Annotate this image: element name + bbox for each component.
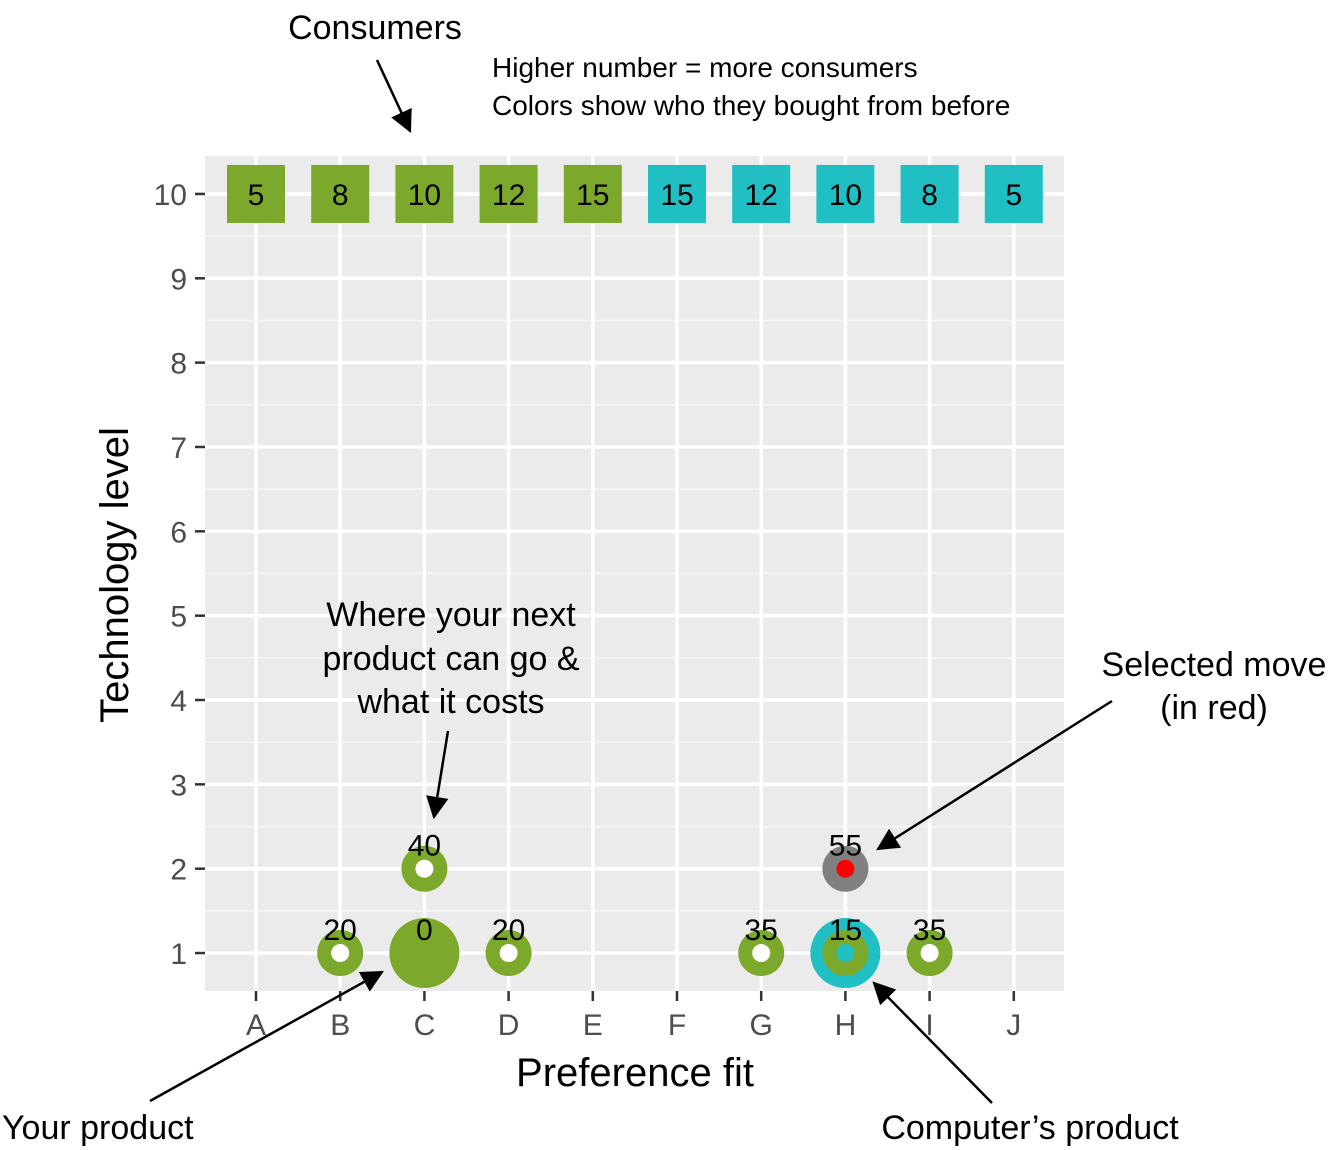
x-tick-label-C: C xyxy=(414,1009,436,1042)
consumer-tiles: 5 8 10 12 15 15 12 10 8 5 xyxy=(227,164,1043,223)
consumers-annotation: Consumers xyxy=(288,9,462,47)
selected-move-line-2: (in red) xyxy=(1160,689,1268,727)
x-tick-label-G: G xyxy=(750,1009,773,1042)
y-tick-label-1: 1 xyxy=(170,938,187,971)
x-tick-label-B: B xyxy=(330,1009,350,1042)
your-product-annotation: Your product xyxy=(2,1109,194,1147)
cost-label-B1: 20 xyxy=(324,914,357,947)
consumer-tile-E-label: 15 xyxy=(576,179,609,212)
y-tick-label-10: 10 xyxy=(154,179,187,212)
move-marker-B1-hole xyxy=(331,944,350,963)
selected-move-arrow xyxy=(876,699,1113,851)
consumer-tile-B xyxy=(311,164,370,223)
selected-move-dot xyxy=(836,859,855,878)
move-marker-C2-hole xyxy=(415,859,434,878)
next-product-arrow xyxy=(426,730,450,820)
consumer-tile-F xyxy=(648,164,706,223)
y-tick-label-6: 6 xyxy=(170,516,187,549)
x-axis-title: Preference fit xyxy=(516,1051,754,1095)
move-marker-G1-hole xyxy=(752,944,771,963)
y-tick-label-3: 3 xyxy=(170,769,187,802)
cost-label-G1: 35 xyxy=(745,914,778,947)
move-marker-H1-hole xyxy=(836,944,855,963)
legend-line-2: Colors show who they bought from before xyxy=(492,90,1010,121)
y-axis-title: Technology level xyxy=(93,427,137,723)
y-tick-label-9: 9 xyxy=(170,263,187,296)
consumer-tile-A xyxy=(227,164,285,223)
cost-label-C1: 0 xyxy=(416,914,433,947)
y-tick-label-4: 4 xyxy=(170,685,187,718)
your-product-marker xyxy=(389,918,460,989)
move-marker-I1-hole xyxy=(920,944,939,963)
cost-labels: 20 20 40 35 35 15 55 0 xyxy=(324,830,947,947)
y-tick-label-5: 5 xyxy=(170,601,187,634)
cost-label-H1: 15 xyxy=(829,914,862,947)
next-product-line-3: what it costs xyxy=(356,683,544,721)
computer-product-annotation: Computer’s product xyxy=(881,1109,1179,1147)
cost-label-C2: 40 xyxy=(408,830,441,863)
cost-label-I1: 35 xyxy=(913,914,946,947)
consumer-tile-G-label: 12 xyxy=(745,179,778,212)
computer-product-arrow xyxy=(872,981,993,1104)
cost-label-H2: 55 xyxy=(829,830,862,863)
consumer-tile-J xyxy=(984,164,1043,223)
x-tick-label-F: F xyxy=(668,1009,686,1042)
consumer-tile-J-label: 5 xyxy=(1005,179,1022,212)
product-markers xyxy=(317,845,953,989)
move-marker-D1-hole xyxy=(499,944,518,963)
cost-label-D1: 20 xyxy=(492,914,525,947)
consumer-tile-I-label: 8 xyxy=(921,179,938,212)
consumer-tile-H-label: 10 xyxy=(829,179,862,212)
y-tick-label-8: 8 xyxy=(170,348,187,381)
consumer-tile-C xyxy=(395,164,454,223)
consumer-tile-A-label: 5 xyxy=(248,179,265,212)
consumer-tile-D-label: 12 xyxy=(492,179,525,212)
next-product-line-2: product can go & xyxy=(322,640,579,678)
x-tick-label-E: E xyxy=(583,1009,603,1042)
x-tick-label-J: J xyxy=(1006,1009,1021,1042)
consumers-arrow xyxy=(375,59,412,134)
consumer-tile-B-label: 8 xyxy=(332,179,349,212)
consumer-tile-I xyxy=(900,164,959,223)
legend-line-1: Higher number = more consumers xyxy=(492,52,918,83)
selected-move-line-1: Selected move xyxy=(1102,646,1327,684)
consumer-tile-F-label: 15 xyxy=(660,179,693,212)
next-product-line-1: Where your next xyxy=(326,596,576,634)
consumer-tile-G xyxy=(732,164,791,223)
y-tick-label-7: 7 xyxy=(170,432,187,465)
x-tick-label-A: A xyxy=(246,1009,266,1042)
consumer-tile-H xyxy=(816,164,875,223)
x-tick-label-H: H xyxy=(835,1009,857,1042)
consumer-tile-D xyxy=(479,164,538,223)
y-tick-label-2: 2 xyxy=(170,854,187,887)
consumer-tile-C-label: 10 xyxy=(408,179,441,212)
your-product-arrow xyxy=(149,970,384,1103)
x-tick-label-D: D xyxy=(498,1009,520,1042)
x-tick-label-I: I xyxy=(925,1009,933,1042)
consumer-tile-E xyxy=(563,164,622,223)
